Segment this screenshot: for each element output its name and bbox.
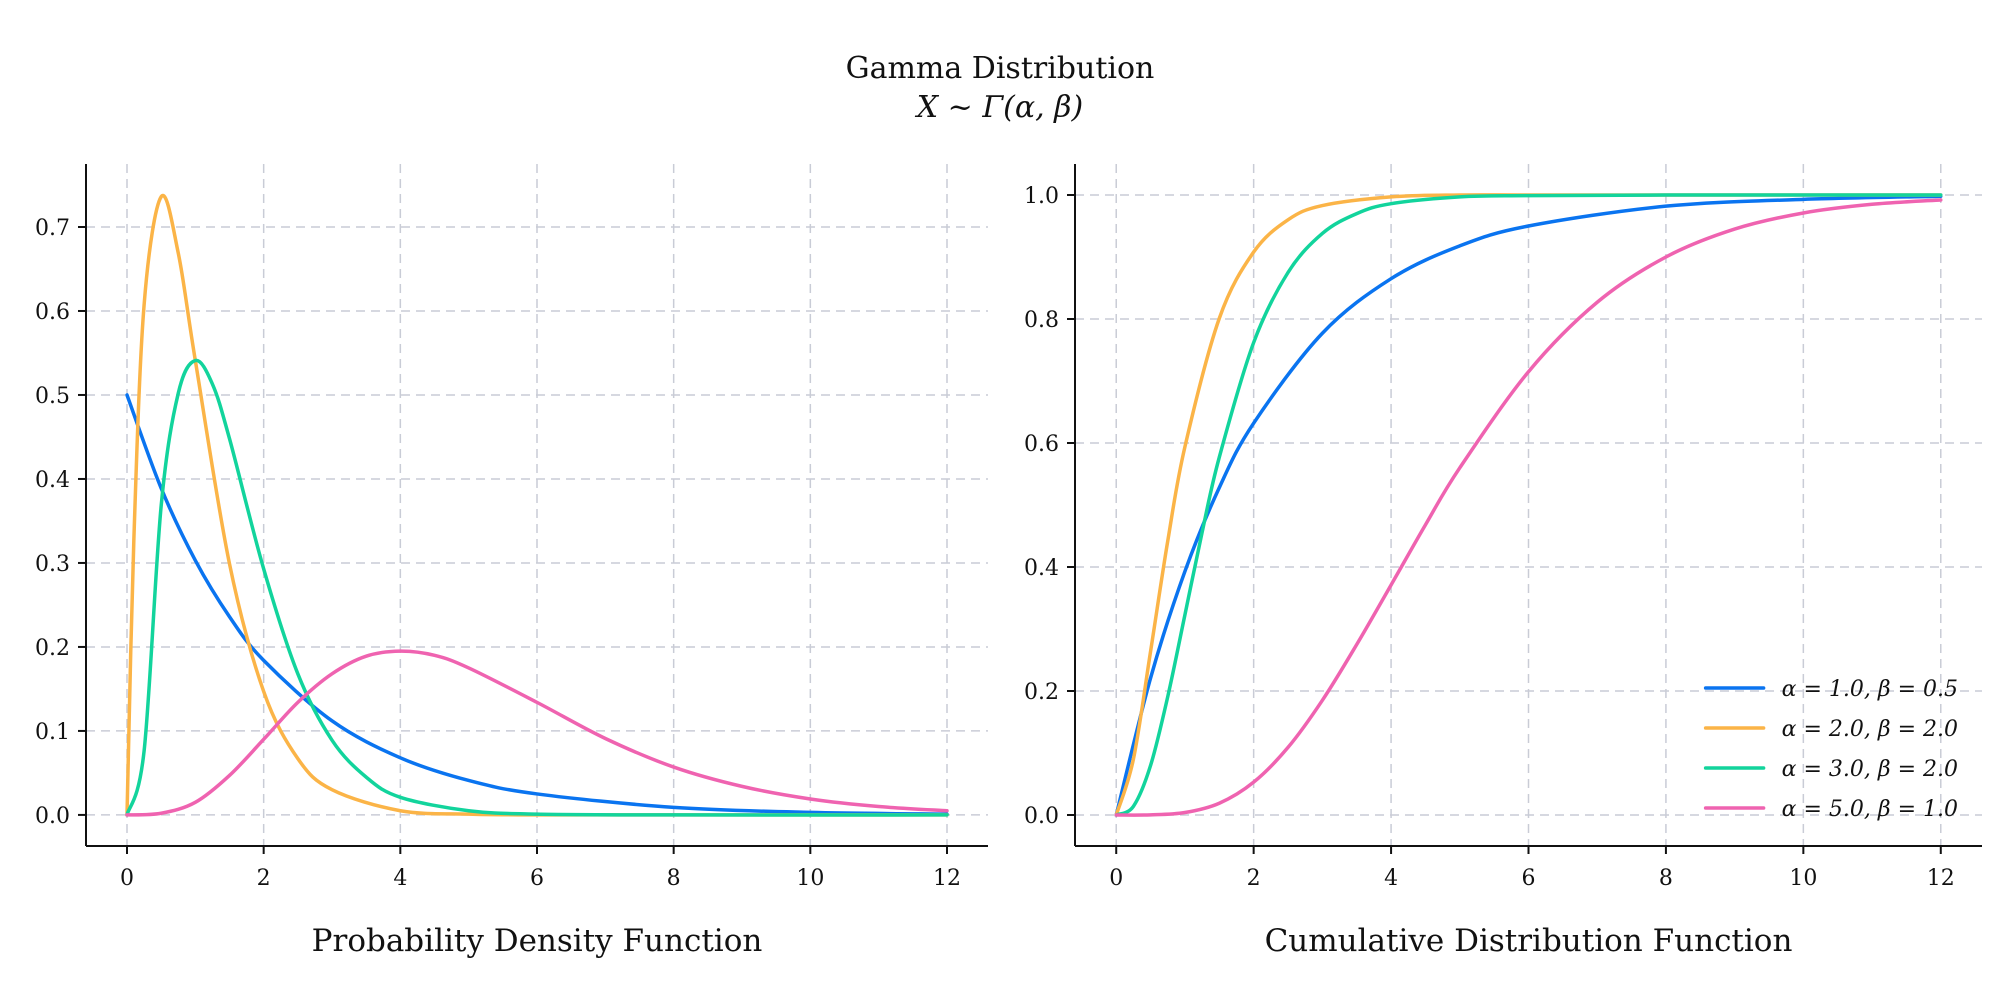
y-tick-label: 1.0 [1024, 184, 1059, 209]
y-tick-label: 0.1 [35, 720, 70, 745]
series-line-3 [125, 358, 949, 817]
y-tick-label: 0.7 [35, 216, 70, 241]
pdf-panel: 0 2 4 6 8 10 12 0.0 0.1 0.2 0.3 0.4 0.5 0.6 0.7 Probabi… [35, 164, 988, 959]
x-tick-label: 6 [530, 866, 544, 891]
series-line-4 [1114, 198, 1943, 817]
x-tick-label: 10 [1789, 866, 1817, 891]
y-tick-label: 0.2 [35, 636, 70, 661]
y-tick-label: 0.0 [1024, 804, 1059, 829]
y-tick-label: 0.2 [1024, 680, 1059, 705]
x-tick-label: 10 [796, 866, 824, 891]
cdf-panel: 0 2 4 6 8 10 12 0.0 0.2 0.4 0.6 0.8 1.0 Cumulative Di… [1024, 164, 1982, 959]
y-tick-label: 0.4 [35, 468, 70, 493]
series-line-1 [1114, 194, 1943, 817]
figure-subtitle: X ~ Γ(α, β) [915, 90, 1083, 125]
legend: α = 1.0, β = 0.5 α = 2.0, β = 2.0 α = 3.0,… [1703, 677, 1958, 822]
x-tick-label: 4 [1384, 866, 1398, 891]
legend-label: α = 5.0, β = 1.0 [1782, 797, 1958, 822]
series-line-4 [125, 649, 949, 817]
y-tick-label: 0.3 [35, 552, 70, 577]
y-tick-label: 0.6 [35, 300, 70, 325]
x-tick-label: 2 [257, 866, 271, 891]
legend-label: α = 1.0, β = 0.5 [1782, 677, 1958, 702]
x-tick-label: 6 [1522, 866, 1536, 891]
x-tick-label: 0 [120, 866, 134, 891]
x-axis-label: Probability Density Function [312, 923, 763, 959]
legend-label: α = 3.0, β = 2.0 [1782, 757, 1958, 782]
y-tick-label: 0.4 [1024, 556, 1059, 581]
x-axis-label: Cumulative Distribution Function [1265, 923, 1793, 959]
x-tick-label: 4 [393, 866, 407, 891]
x-tick-label: 8 [667, 866, 681, 891]
y-tick-label: 0.5 [35, 384, 70, 409]
y-tick-label: 0.8 [1024, 308, 1059, 333]
x-tick-label: 0 [1109, 866, 1123, 891]
x-tick-label: 2 [1247, 866, 1261, 891]
x-tick-label: 8 [1659, 866, 1673, 891]
series-line-3 [1114, 193, 1943, 817]
figure-title: Gamma Distribution [846, 51, 1155, 86]
x-tick-label: 12 [1927, 866, 1955, 891]
y-tick-label: 0.6 [1024, 432, 1059, 457]
series-line-1 [125, 393, 949, 816]
legend-label: α = 2.0, β = 2.0 [1782, 717, 1958, 742]
x-tick-label: 12 [933, 866, 961, 891]
y-tick-label: 0.0 [35, 804, 70, 829]
